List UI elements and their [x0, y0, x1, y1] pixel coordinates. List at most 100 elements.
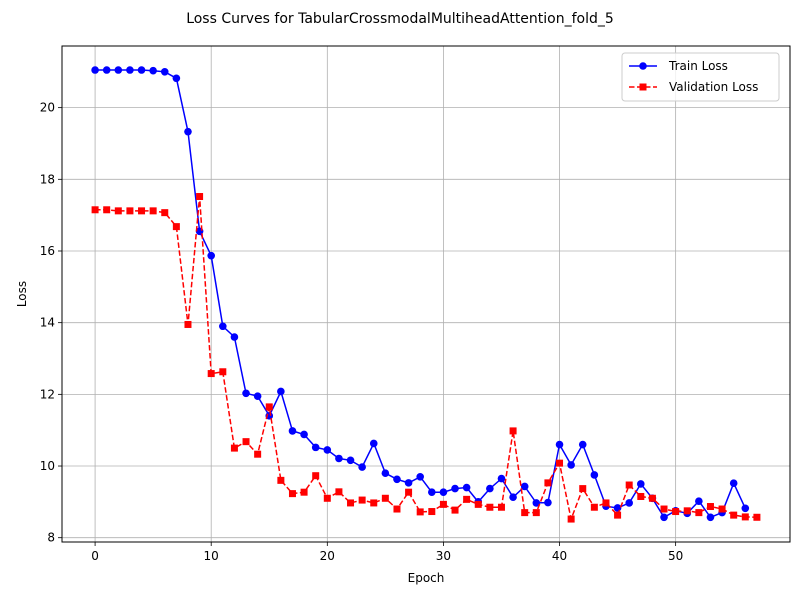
validation-loss-point [648, 494, 656, 502]
validation-loss-point [695, 509, 703, 517]
train-loss-point [497, 474, 506, 483]
validation-loss-point [312, 472, 320, 480]
x-tick-label: 30 [436, 549, 451, 563]
validation-loss-point [114, 207, 122, 215]
validation-loss-point [393, 505, 401, 513]
x-tick-label: 10 [204, 549, 219, 563]
train-loss-point [544, 498, 552, 507]
train-loss-point [381, 469, 390, 477]
train-loss-point [311, 443, 320, 452]
validation-loss-point [730, 511, 738, 519]
train-loss-point [462, 483, 471, 492]
train-loss-point [416, 472, 424, 481]
y-tick-label: 14 [40, 316, 55, 330]
validation-loss-point [439, 500, 447, 508]
train-loss-point [520, 482, 529, 491]
validation-loss-point [660, 505, 668, 513]
x-tick-label: 50 [668, 549, 683, 563]
train-loss-point [149, 66, 157, 75]
validation-loss-point [265, 403, 273, 411]
validation-loss-point [637, 492, 645, 500]
train-loss-point [741, 504, 750, 513]
validation-loss-point [149, 207, 157, 215]
validation-loss-point [91, 206, 99, 214]
validation-loss-point [277, 476, 285, 484]
train-loss-point [695, 497, 703, 505]
validation-loss-point [219, 368, 227, 376]
train-loss-point [578, 440, 587, 449]
y-tick-label: 8 [47, 531, 55, 545]
train-loss-point [219, 322, 227, 331]
validation-loss-point [242, 438, 250, 446]
train-loss-point [358, 463, 366, 471]
legend-swatch-marker [639, 83, 647, 91]
train-loss-point [393, 475, 401, 484]
validation-loss-point [590, 503, 598, 511]
validation-loss-point [753, 513, 761, 521]
validation-loss-point [230, 444, 238, 452]
train-loss-point [590, 471, 599, 479]
train-loss-point [555, 440, 564, 449]
train-loss-point [729, 479, 738, 488]
train-loss-point [288, 427, 297, 435]
validation-loss-point [544, 479, 552, 487]
train-loss-point [637, 480, 645, 488]
validation-loss-point [347, 499, 355, 507]
y-tick-label: 10 [40, 459, 55, 473]
train-loss-point [184, 127, 192, 136]
validation-loss-point [474, 500, 482, 508]
train-loss-point [300, 430, 308, 439]
validation-loss-point [254, 450, 262, 458]
train-loss-point [102, 66, 111, 74]
x-axis-label: Epoch [408, 571, 445, 585]
validation-loss-line [95, 196, 757, 522]
validation-loss-point [567, 515, 575, 523]
validation-loss-point [463, 495, 471, 503]
train-loss-point [613, 504, 622, 512]
validation-loss-series [91, 193, 761, 523]
validation-loss-point [718, 505, 726, 513]
train-loss-point [137, 66, 146, 74]
legend: Train Loss Validation Loss [621, 52, 780, 102]
train-loss-point [277, 387, 285, 396]
validation-loss-point [509, 427, 517, 435]
validation-loss-point [672, 508, 680, 516]
validation-loss-point [323, 494, 331, 502]
legend-entry-validation-loss: Validation Loss [629, 80, 758, 94]
validation-loss-point [741, 513, 749, 521]
validation-loss-point [288, 490, 296, 498]
x-tick-label: 20 [320, 549, 335, 563]
validation-loss-point [706, 503, 714, 511]
train-loss-point [625, 499, 633, 507]
train-loss-point [207, 251, 215, 260]
validation-loss-point [521, 509, 529, 517]
validation-loss-point [172, 223, 180, 231]
train-loss-point [346, 456, 355, 465]
train-loss-point [242, 389, 250, 398]
x-tick-label: 40 [552, 549, 567, 563]
train-loss-point [439, 488, 448, 496]
y-tick-label: 18 [40, 172, 55, 186]
validation-loss-point [683, 507, 691, 515]
legend-label: Train Loss [668, 59, 728, 73]
validation-loss-point [416, 508, 424, 516]
legend-label: Validation Loss [669, 80, 758, 94]
validation-loss-point [405, 488, 413, 496]
train-loss-point [369, 439, 378, 448]
validation-loss-point [486, 503, 494, 511]
series-layer [91, 66, 761, 523]
validation-loss-point [381, 494, 389, 502]
plot-area-frame [61, 45, 791, 543]
train-loss-point [706, 513, 715, 522]
validation-loss-point [358, 496, 366, 504]
y-axis-label: Loss [15, 281, 29, 307]
train-loss-point [126, 66, 134, 74]
legend-swatch-marker [639, 62, 647, 70]
validation-loss-point [207, 370, 215, 378]
validation-loss-point [161, 209, 169, 217]
validation-loss-point [428, 508, 436, 516]
axis-ticks: 0 10 20 30 40 50 8 10 12 14 16 18 20 [40, 101, 684, 563]
train-loss-point [91, 66, 99, 74]
validation-loss-point [556, 459, 564, 467]
validation-loss-point [335, 488, 343, 496]
